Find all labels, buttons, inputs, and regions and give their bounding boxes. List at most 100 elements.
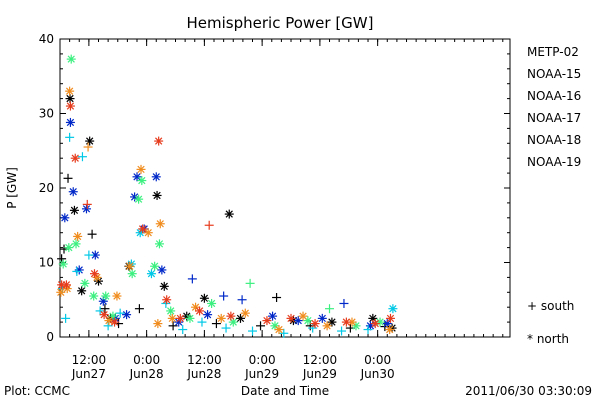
data-point-noaa-17 bbox=[375, 317, 385, 327]
data-point-metp-02 bbox=[224, 209, 234, 219]
data-point-noaa-16 bbox=[279, 328, 289, 338]
data-point-noaa-18 bbox=[385, 325, 395, 335]
legend-entry-noaa-15: NOAA-15 bbox=[527, 67, 581, 81]
y-tick-label: 30 bbox=[39, 107, 54, 121]
data-point-metp-02 bbox=[199, 293, 209, 303]
data-point-noaa-18 bbox=[153, 319, 163, 329]
data-point-noaa-18 bbox=[125, 261, 135, 271]
data-point-noaa-15 bbox=[65, 117, 75, 127]
data-point-noaa-18 bbox=[298, 311, 308, 321]
data-point-noaa-15 bbox=[81, 204, 91, 214]
x-tick-date-label: Jun29 bbox=[302, 367, 337, 381]
data-point-noaa-17 bbox=[58, 259, 68, 269]
data-point-metp-02 bbox=[327, 317, 337, 327]
data-point-noaa-16 bbox=[115, 308, 125, 318]
data-point-metp-02 bbox=[235, 313, 245, 323]
plot-frame bbox=[59, 38, 511, 338]
data-point-noaa-19 bbox=[154, 136, 164, 146]
data-point-noaa-19 bbox=[175, 313, 185, 323]
y-axis-label: P [GW] bbox=[5, 167, 19, 209]
data-point-noaa-15 bbox=[237, 295, 247, 305]
legend-north-symbol: * north bbox=[527, 332, 569, 346]
data-point-noaa-19 bbox=[341, 317, 351, 327]
data-point-noaa-18 bbox=[112, 291, 122, 301]
x-tick-time-label: 0:00 bbox=[249, 353, 276, 367]
legend: METP-02 NOAA-15 NOAA-16 NOAA-17 NOAA-18 NOAA-… bbox=[527, 45, 581, 169]
data-point-noaa-16 bbox=[72, 266, 82, 276]
data-point-noaa-15 bbox=[187, 274, 197, 284]
data-point-metp-02 bbox=[152, 190, 162, 200]
x-tick-time-label: 12:00 bbox=[303, 353, 338, 367]
x-tick-date-label: Jun27 bbox=[71, 367, 106, 381]
data-point-noaa-15 bbox=[219, 291, 229, 301]
data-point-noaa-18 bbox=[216, 313, 226, 323]
data-point-noaa-16 bbox=[146, 269, 156, 279]
data-point-noaa-15 bbox=[268, 311, 278, 321]
y-axis: 0 10 20 30 40 bbox=[39, 32, 510, 344]
data-point-noaa-19 bbox=[61, 280, 71, 290]
x-tick-time-label: 0:00 bbox=[364, 353, 391, 367]
data-point-noaa-15 bbox=[339, 298, 349, 308]
data-point-noaa-17 bbox=[80, 278, 90, 288]
data-point-noaa-16 bbox=[103, 321, 113, 331]
data-point-noaa-15 bbox=[74, 265, 84, 275]
data-point-metp-02 bbox=[168, 321, 178, 331]
x-tick-time-label: 12:00 bbox=[72, 353, 107, 367]
data-point-noaa-16 bbox=[84, 250, 94, 260]
data-point-noaa-17 bbox=[137, 176, 147, 186]
data-point-noaa-18 bbox=[136, 164, 146, 174]
x-axis: 12:00Jun270:00Jun2812:00Jun280:00Jun2912… bbox=[69, 39, 504, 381]
legend-entry-metp-02: METP-02 bbox=[527, 45, 579, 59]
data-point-noaa-18 bbox=[73, 231, 83, 241]
legend-south-symbol: + south bbox=[527, 299, 574, 313]
data-point-noaa-17 bbox=[64, 243, 74, 253]
data-point-metp-02 bbox=[211, 319, 221, 329]
data-point-noaa-16 bbox=[178, 325, 188, 335]
data-point-noaa-19 bbox=[226, 311, 236, 321]
x-axis-label: Date and Time bbox=[241, 384, 329, 398]
legend-entry-noaa-17: NOAA-17 bbox=[527, 111, 581, 125]
data-point-metp-02 bbox=[87, 229, 97, 239]
data-point-metp-02 bbox=[63, 173, 73, 183]
data-point-noaa-19 bbox=[99, 310, 109, 320]
data-point-noaa-18 bbox=[322, 321, 332, 331]
data-point-metp-02 bbox=[85, 136, 95, 146]
data-point-noaa-16 bbox=[65, 132, 75, 142]
x-tick-date-label: Jun30 bbox=[360, 367, 395, 381]
data-point-noaa-18 bbox=[240, 308, 250, 318]
legend-entry-noaa-19: NOAA-19 bbox=[527, 155, 581, 169]
x-tick-time-label: 12:00 bbox=[187, 353, 222, 367]
data-point-noaa-17 bbox=[166, 306, 176, 316]
data-point-noaa-19 bbox=[286, 313, 296, 323]
data-point-noaa-15 bbox=[122, 310, 132, 320]
data-point-noaa-16 bbox=[248, 326, 258, 336]
data-point-noaa-15 bbox=[132, 172, 142, 182]
data-point-noaa-15 bbox=[174, 317, 184, 327]
data-point-noaa-19 bbox=[262, 316, 272, 326]
data-point-metp-02 bbox=[159, 281, 169, 291]
data-point-noaa-17 bbox=[245, 278, 255, 288]
data-point-noaa-19 bbox=[89, 269, 99, 279]
legend-entry-noaa-16: NOAA-16 bbox=[527, 89, 581, 103]
data-point-noaa-18 bbox=[155, 219, 165, 229]
data-point-noaa-18 bbox=[83, 142, 93, 152]
data-point-metp-02 bbox=[100, 304, 110, 314]
data-point-noaa-19 bbox=[204, 220, 214, 230]
data-point-noaa-17 bbox=[150, 261, 160, 271]
data-point-noaa-19 bbox=[310, 319, 320, 329]
data-point-noaa-16 bbox=[337, 326, 347, 336]
data-point-noaa-16 bbox=[95, 306, 105, 316]
data-point-noaa-18 bbox=[274, 325, 284, 335]
data-point-noaa-17 bbox=[134, 194, 144, 204]
data-point-noaa-17 bbox=[207, 298, 217, 308]
data-points bbox=[56, 54, 398, 338]
data-point-noaa-17 bbox=[127, 269, 137, 279]
data-point-metp-02 bbox=[94, 276, 104, 286]
y-tick-label: 20 bbox=[39, 181, 54, 195]
data-point-metp-02 bbox=[69, 205, 79, 215]
data-point-noaa-15 bbox=[203, 310, 213, 320]
data-point-noaa-17 bbox=[325, 304, 335, 314]
data-point-noaa-16 bbox=[363, 325, 373, 335]
data-point-noaa-16 bbox=[77, 152, 87, 162]
